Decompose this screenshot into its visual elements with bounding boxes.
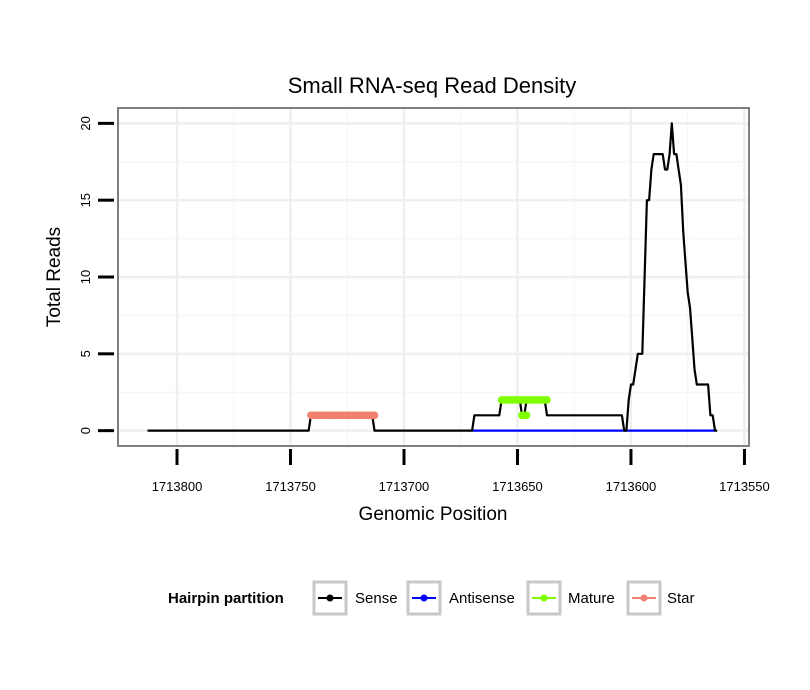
series-dot bbox=[543, 396, 551, 404]
y-tick-label: 5 bbox=[78, 350, 93, 357]
legend-entries: Sense Antisense Mature Star bbox=[312, 580, 695, 616]
legend-entry-star: Star bbox=[626, 580, 695, 616]
series-layer bbox=[147, 122, 718, 432]
x-tick-label: 1713750 bbox=[265, 479, 316, 494]
legend-entry-antisense: Antisense bbox=[406, 580, 515, 616]
legend: Hairpin partition Sense Antisense Mature St… bbox=[168, 580, 695, 616]
legend-label: Sense bbox=[355, 590, 398, 607]
y-axis-title: Total Reads bbox=[44, 227, 65, 327]
x-tick-label: 1713700 bbox=[379, 479, 430, 494]
series-dot bbox=[522, 411, 531, 420]
series-dots-star bbox=[307, 411, 379, 420]
legend-entry-sense: Sense bbox=[312, 580, 398, 616]
x-tick-label: 1713600 bbox=[606, 479, 657, 494]
plot-border bbox=[117, 107, 750, 447]
y-tick-label: 10 bbox=[78, 270, 93, 284]
legend-key-dot bbox=[540, 594, 548, 602]
x-tick-label: 1713550 bbox=[719, 479, 770, 494]
series-dots-mature bbox=[497, 396, 551, 420]
legend-key-dot bbox=[326, 594, 334, 602]
x-axis-title: Genomic Position bbox=[359, 504, 508, 525]
grid-lines bbox=[118, 108, 749, 446]
legend-label: Antisense bbox=[449, 590, 515, 607]
legend-label: Mature bbox=[568, 590, 615, 607]
y-tick-label: 0 bbox=[78, 427, 93, 434]
y-axis: 0 5 10 15 20 bbox=[78, 116, 114, 434]
x-tick-label: 1713650 bbox=[492, 479, 543, 494]
legend-entry-mature: Mature bbox=[526, 580, 615, 616]
legend-key-dot bbox=[420, 594, 428, 602]
series-dot bbox=[370, 411, 379, 420]
chart-title: Small RNA-seq Read Density bbox=[288, 73, 577, 98]
legend-label: Star bbox=[667, 590, 695, 607]
x-axis: 1713800 1713750 1713700 1713650 1713600 17135… bbox=[152, 449, 770, 494]
legend-key-dot bbox=[640, 594, 648, 602]
y-tick-label: 15 bbox=[78, 193, 93, 207]
legend-title: Hairpin partition bbox=[168, 590, 284, 607]
y-tick-label: 20 bbox=[78, 116, 93, 130]
x-tick-label: 1713800 bbox=[152, 479, 203, 494]
